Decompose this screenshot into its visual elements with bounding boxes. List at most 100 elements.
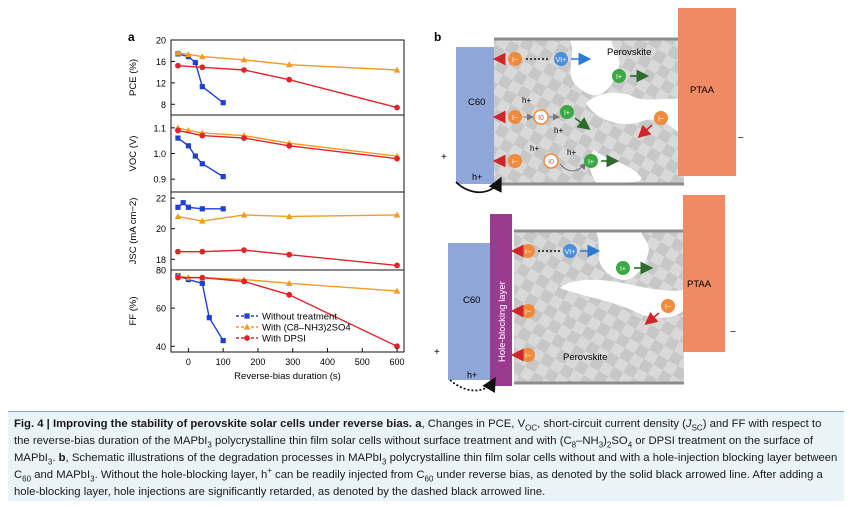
y-tick-label: 20 (156, 224, 166, 234)
data-point (240, 56, 248, 63)
y-tick-label: 1.1 (153, 123, 166, 133)
data-point (199, 161, 205, 167)
data-point (175, 135, 181, 141)
plus-terminal-top: + (441, 152, 447, 163)
ion-text: I− (658, 116, 664, 123)
x-tick-label: 200 (250, 357, 265, 367)
c60-layer-top (456, 47, 494, 184)
legend-label: Without treatment (262, 312, 337, 323)
data-point (180, 200, 186, 206)
legend-marker (244, 313, 250, 319)
neutral-iodine-icon (543, 153, 559, 169)
iodine-interstitial-icon (560, 105, 574, 119)
data-point (199, 248, 206, 255)
data-point (393, 211, 401, 218)
data-point (199, 132, 206, 139)
iodine-interstitial-icon (616, 261, 630, 275)
x-axis-label: Reverse-bias duration (s) (234, 371, 341, 382)
data-point (175, 127, 181, 134)
panel-a-label: a (128, 30, 135, 44)
iodide-ion-icon (508, 52, 522, 66)
data-point (185, 51, 192, 58)
perovskite-label-top: Perovskite (607, 47, 651, 58)
hole-label: h+ (567, 148, 576, 157)
y-tick-label: 1.0 (153, 149, 166, 159)
y-tick-label: 60 (156, 304, 166, 314)
data-point (175, 62, 181, 69)
x-tick-label: 400 (320, 357, 335, 367)
data-point (286, 251, 293, 258)
caption-title: Fig. 4 | Improving the stability of pero… (14, 418, 413, 430)
data-point (220, 206, 226, 212)
ion-text: I+ (564, 110, 570, 117)
ion-text: I− (525, 249, 531, 256)
data-point (198, 53, 206, 60)
data-point (175, 248, 181, 255)
data-point (241, 278, 247, 285)
x-tick-label: 500 (355, 357, 370, 367)
iodine-interstitial-icon (584, 154, 598, 168)
y-tick-label: 18 (156, 255, 166, 265)
hole-label-bottom: h+ (467, 370, 477, 380)
y-tick-label: 8 (161, 100, 166, 110)
ion-text: I− (665, 304, 671, 311)
data-point (286, 142, 293, 149)
caption-top-rule (8, 411, 844, 412)
iodide-ion-icon (508, 110, 522, 124)
data-point (394, 262, 400, 269)
data-point (198, 217, 206, 224)
c60-label-bottom: C60 (463, 295, 480, 306)
data-point (220, 337, 226, 344)
y-axis-label: VOC (V) (128, 136, 139, 172)
ion-text: I0 (548, 159, 554, 166)
legend-label: With DPSI (262, 334, 306, 345)
data-point (393, 287, 401, 294)
hole-label-top: h+ (472, 172, 482, 182)
c60-label-top: C60 (468, 97, 485, 108)
bottom-device: C60 Hole-blocking layer PTAA Perovskite … (434, 195, 736, 393)
data-point (199, 64, 206, 71)
hbl-label: Hole-blocking layer (497, 281, 508, 362)
data-point (185, 143, 191, 149)
data-point (286, 76, 293, 83)
data-point (199, 84, 205, 90)
data-point (175, 274, 181, 281)
minus-terminal-top: − (738, 133, 744, 144)
data-point (394, 104, 400, 111)
ion-text: I− (512, 57, 518, 64)
ion-text: I0 (538, 115, 544, 122)
ptaa-label-bottom: PTAA (687, 279, 712, 290)
iodide-ion-icon (661, 299, 675, 313)
legend-label: With (C8–NH3)2SO4 (262, 323, 351, 334)
hole-label: h+ (554, 126, 563, 135)
ion-text: I− (512, 115, 518, 122)
iodine-vacancy-icon (554, 52, 568, 66)
plus-terminal-bottom: + (434, 347, 440, 358)
y-axis-label: JSC (mA cm−2) (128, 198, 139, 265)
ion-text: I+ (588, 159, 594, 166)
data-point (240, 211, 248, 218)
iodide-ion-icon (521, 348, 535, 362)
data-point (285, 213, 293, 220)
degradation-schematic: b C60 PTAA Perovskite + − h+ I− VI+ I+ h… (434, 8, 744, 393)
data-point (185, 127, 192, 133)
ion-text: I+ (620, 266, 626, 273)
x-tick-label: 100 (216, 357, 231, 367)
hole-blocking-layer (490, 214, 512, 386)
iodine-interstitial-icon (612, 69, 626, 83)
data-point (199, 280, 205, 286)
series-line (177, 52, 398, 71)
data-point (241, 247, 247, 254)
data-point (285, 61, 293, 68)
data-point (185, 204, 191, 210)
y-tick-label: 20 (156, 36, 166, 46)
iodide-ion-icon (654, 111, 668, 125)
data-point (192, 153, 198, 159)
legend-marker (244, 335, 250, 341)
c60-layer-bottom (448, 243, 490, 380)
y-axis-label: FF (%) (128, 296, 139, 325)
hole-injection-arrow-solid (455, 176, 502, 194)
hole-label: h+ (522, 96, 531, 105)
y-tick-label: 40 (156, 342, 166, 352)
perovskite-label-bottom: Perovskite (563, 352, 607, 363)
